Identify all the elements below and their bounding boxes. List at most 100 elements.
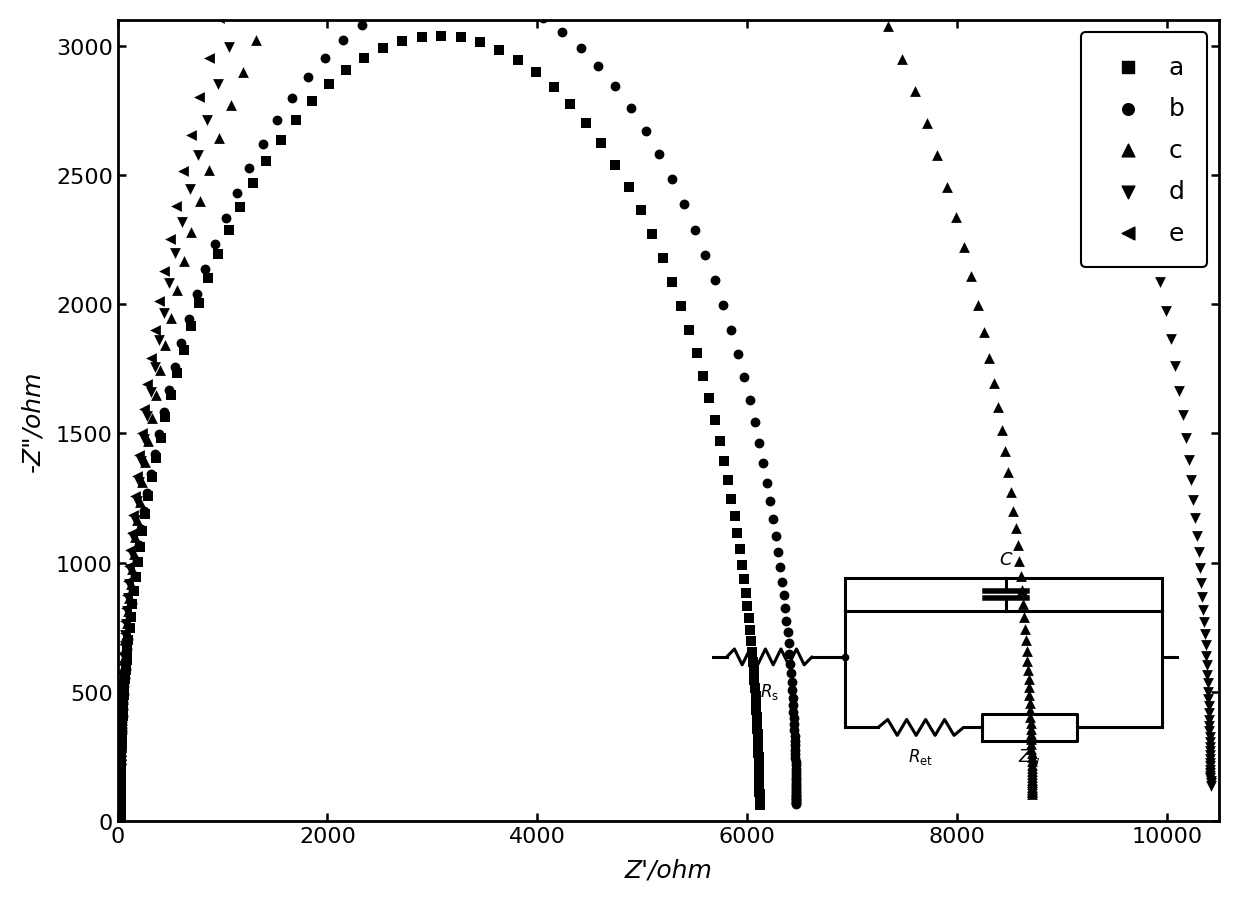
Point (110, 801, 130, 815)
Point (110, 815, 130, 829)
Point (1022, 769, 1042, 784)
Point (120, 610, 140, 624)
Point (110, 814, 130, 828)
Point (110, 814, 130, 828)
Point (1022, 781, 1042, 796)
Point (749, 754, 769, 769)
Point (110, 815, 130, 829)
Point (110, 814, 130, 828)
Point (696, 248, 715, 262)
Point (110, 815, 130, 829)
Point (141, 467, 161, 482)
Point (110, 815, 130, 829)
Point (125, 530, 145, 545)
Point (110, 814, 130, 828)
Point (784, 712, 804, 726)
Point (161, 311, 181, 326)
Point (110, 774, 130, 788)
Point (115, 671, 135, 686)
Point (131, 522, 151, 537)
Point (110, 812, 130, 826)
Point (181, 226, 201, 240)
Point (110, 815, 130, 829)
Point (110, 814, 130, 828)
Point (786, 793, 806, 807)
Point (110, 814, 130, 828)
Point (112, 741, 131, 756)
Point (110, 814, 130, 828)
Point (110, 814, 130, 828)
Point (110, 812, 130, 826)
Point (110, 815, 130, 829)
Point (110, 813, 130, 827)
Point (110, 815, 130, 829)
Point (110, 739, 130, 753)
Point (110, 785, 130, 799)
Point (174, 343, 193, 357)
Point (110, 814, 130, 828)
Point (110, 812, 130, 826)
Point (110, 814, 130, 828)
Point (110, 815, 130, 829)
Point (110, 814, 130, 828)
Point (110, 803, 130, 817)
Point (110, 814, 130, 828)
Point (786, 796, 806, 810)
Point (1078, 5, 1097, 20)
Point (110, 812, 130, 826)
Point (110, 800, 130, 815)
Point (110, 812, 130, 826)
Point (110, 814, 130, 828)
Point (786, 770, 806, 785)
Point (160, 277, 180, 291)
Point (120, 577, 140, 592)
Point (112, 721, 131, 735)
Point (1200, 777, 1220, 791)
Point (110, 798, 130, 813)
Point (110, 813, 130, 827)
Point (110, 796, 130, 810)
Point (110, 808, 130, 823)
Point (786, 773, 806, 787)
Point (110, 815, 130, 829)
Point (110, 814, 130, 828)
Point (110, 778, 130, 793)
Point (110, 813, 130, 827)
Point (110, 814, 130, 828)
Point (110, 815, 130, 829)
Point (123, 583, 143, 597)
Point (200, 163, 219, 178)
Point (110, 815, 130, 829)
Point (117, 602, 136, 616)
Point (110, 814, 130, 828)
Point (1199, 724, 1219, 739)
Point (1022, 737, 1042, 751)
Point (110, 814, 130, 828)
Point (1198, 685, 1218, 699)
Point (1019, 688, 1039, 703)
Point (134, 402, 154, 417)
Point (110, 814, 130, 828)
Point (110, 772, 130, 787)
Point (749, 758, 769, 772)
Point (110, 814, 130, 828)
Point (704, 413, 724, 428)
Point (110, 814, 130, 828)
Point (110, 810, 130, 824)
Point (110, 814, 130, 828)
Point (954, 241, 973, 255)
Point (1003, 503, 1023, 518)
Point (110, 814, 130, 828)
Point (110, 814, 130, 828)
Point (782, 683, 802, 697)
Point (110, 730, 130, 744)
Point (110, 814, 130, 828)
Point (110, 812, 130, 826)
Point (110, 756, 130, 770)
Point (110, 814, 130, 828)
Point (110, 814, 130, 828)
Point (1199, 719, 1219, 733)
Point (110, 814, 130, 828)
Point (110, 790, 130, 805)
Point (749, 784, 769, 798)
